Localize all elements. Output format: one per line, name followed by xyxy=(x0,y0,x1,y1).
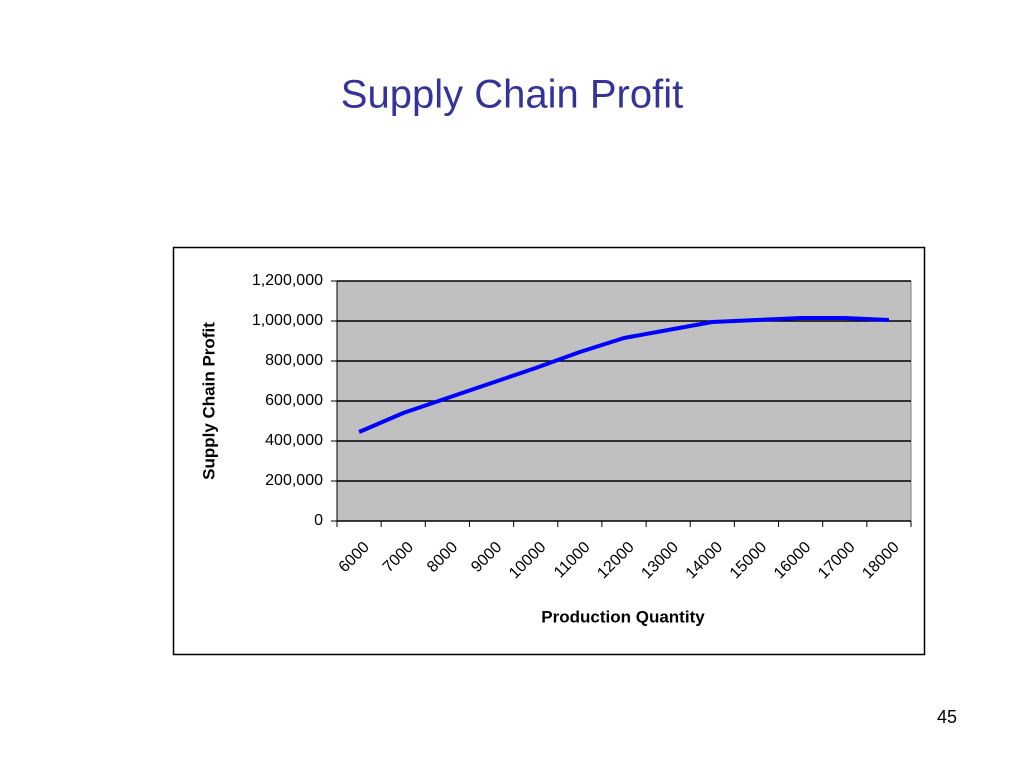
data-line xyxy=(358,316,890,434)
y-tick-label: 1,200,000 xyxy=(252,272,323,289)
page-number: 45 xyxy=(937,707,957,727)
y-tick-label: 1,000,000 xyxy=(252,312,323,329)
y-tick-label: 400,000 xyxy=(265,432,323,449)
y-axis-label: Supply Chain Profit xyxy=(199,322,218,480)
y-tick-label: 600,000 xyxy=(265,392,323,409)
x-axis-label: Production Quantity xyxy=(541,607,705,626)
y-tick-label: 0 xyxy=(314,512,323,529)
chart-title: Supply Chain Profit xyxy=(341,73,683,117)
y-tick-label: 800,000 xyxy=(265,352,323,369)
y-tick-label: 200,000 xyxy=(265,472,323,489)
